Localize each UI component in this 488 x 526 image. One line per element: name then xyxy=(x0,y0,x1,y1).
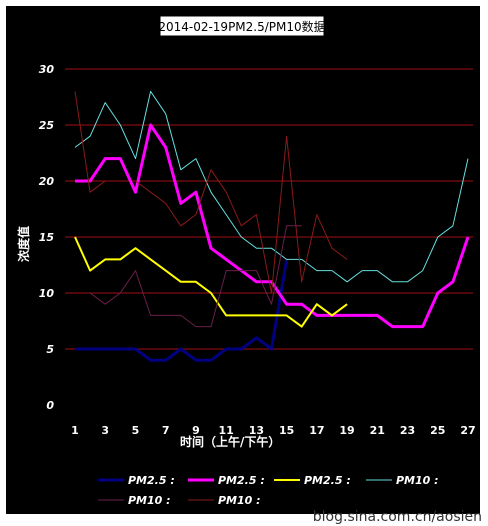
x-tick-label: 25 xyxy=(430,424,445,437)
x-tick-label: 1 xyxy=(71,424,79,437)
x-tick-label: 3 xyxy=(101,424,109,437)
x-tick-label: 17 xyxy=(309,424,324,437)
x-tick-label: 7 xyxy=(162,424,170,437)
x-tick-label: 23 xyxy=(400,424,415,437)
y-tick-label: 25 xyxy=(39,119,55,132)
legend-label: PM2.5 : xyxy=(128,474,175,487)
x-axis-label: 时间（上午/下午） xyxy=(180,434,280,449)
series-line-6 xyxy=(74,91,348,294)
legend-label: PM2.5 : xyxy=(218,474,265,487)
x-tick-label: 5 xyxy=(132,424,140,437)
y-axis-label: 浓度值 xyxy=(16,226,31,262)
series-line-5 xyxy=(89,225,302,328)
chart-area: 1 3 5 7 9 11 13 15 17 19 21 23 25 27 0 5 10 15 20 25 30 PM2… xyxy=(6,6,480,514)
x-tick-label: 13 xyxy=(249,424,264,437)
x-tick-label: 15 xyxy=(279,424,294,437)
legend-label: PM2.5 : xyxy=(304,474,351,487)
x-tick-label: 21 xyxy=(370,424,385,437)
legend-label: PM10 : xyxy=(218,494,261,507)
y-tick-label: 5 xyxy=(46,343,54,356)
watermark: blog.sina.com.cn/aosien xyxy=(312,509,482,525)
series-line-4 xyxy=(74,90,469,283)
x-tick-label: 11 xyxy=(218,424,233,437)
y-tick-label: 15 xyxy=(39,231,55,244)
y-tick-label: 10 xyxy=(39,287,55,300)
y-tick-label: 30 xyxy=(39,63,55,76)
chart-title-box xyxy=(159,15,325,37)
legend-label: PM10 : xyxy=(396,474,439,487)
series-line-3 xyxy=(74,236,348,328)
x-tick-label: 9 xyxy=(192,424,200,437)
x-tick-label: 19 xyxy=(339,424,354,437)
y-tick-label: 20 xyxy=(39,175,55,188)
y-tick-label: 0 xyxy=(46,399,54,412)
x-tick-label: 27 xyxy=(460,424,475,437)
series-line-1 xyxy=(75,259,289,362)
legend-label: PM10 : xyxy=(128,494,171,507)
chart-title: 2014-02-19PM2.5/PM10数据 xyxy=(158,19,325,34)
series-line-2 xyxy=(75,123,470,329)
